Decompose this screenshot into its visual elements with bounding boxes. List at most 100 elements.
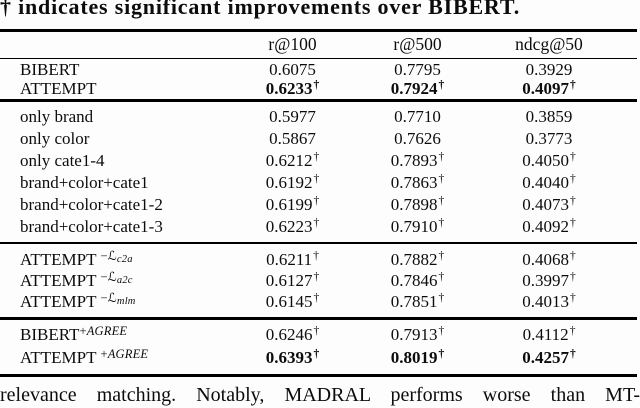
metric-value-cell: 0.4097† (480, 79, 618, 99)
metric-value-cell: 0.6192† (230, 173, 355, 193)
significance-dagger: † (313, 78, 320, 91)
metric-value: 0.7626 (394, 128, 441, 148)
metric-value-cell: 0.6199† (230, 195, 355, 215)
row-label: brand+color+cate1-2 (20, 194, 163, 214)
metric-value-cell: 0.4040† (480, 173, 618, 193)
significance-dagger: † (313, 270, 320, 283)
metric-value-cell: 0.7851† (355, 292, 480, 312)
metric-value-cell: 0.4050† (480, 151, 618, 171)
metric-value-cell: 0.6127† (230, 271, 355, 291)
metric-value-cell: 0.7924† (355, 79, 480, 99)
metric-value: 0.7710 (394, 106, 441, 126)
significance-dagger: † (438, 216, 445, 229)
significance-dagger: † (570, 150, 576, 163)
metric-value-cell: 0.3997† (480, 271, 618, 291)
metric-value-cell: 0.7910† (355, 217, 480, 237)
metric-value-cell: 0.4013† (480, 292, 618, 312)
metric-value-cell: 0.7710 (355, 107, 480, 127)
table-section: only brand 0.5977 0.7710 0.3859 only color 0.… (0, 102, 640, 242)
metric-value: 0.7910 (390, 216, 438, 236)
metric-value: 0.7913 (390, 325, 438, 344)
metric-value: 0.4097 (522, 78, 569, 98)
metric-value-cell: 0.3773 (480, 129, 618, 149)
metric-value: 0.3997 (522, 270, 569, 290)
metric-value-cell: 0.5867 (230, 129, 355, 149)
metric-value-cell: 0.3929 (480, 60, 618, 80)
metric-value-cell: 0.6212† (230, 151, 355, 171)
significance-dagger: † (438, 172, 445, 185)
significance-dagger: † (313, 150, 320, 163)
metric-value: 0.6075 (269, 59, 316, 79)
significance-dagger: † (438, 270, 445, 283)
table-section: ATTEMPT −ℒc2a 0.6211† 0.7882† 0.4068† ATTEMP… (0, 244, 640, 317)
metric-value: 0.8019 (390, 348, 438, 367)
metric-value-cell: 0.6223† (230, 217, 355, 237)
column-header-r500: r@500 (393, 34, 442, 54)
table-row: brand+color+cate1-3 0.6223† 0.7910† 0.4092† (0, 216, 640, 238)
superscript-part: mlm (116, 295, 136, 307)
superscript-part: − (100, 290, 108, 305)
table-row: ATTEMPT +AGREE 0.6393† 0.8019† 0.4257† (0, 347, 640, 370)
metric-value-cell: 0.4112† (480, 325, 618, 345)
metric-value: 0.6199 (265, 194, 313, 214)
significance-dagger: † (438, 348, 445, 360)
metric-value-cell: 0.4092† (480, 217, 618, 237)
metric-value: 0.6192 (265, 172, 313, 192)
significance-dagger: † (570, 291, 576, 304)
section-separator-rule (0, 317, 637, 320)
metric-value: 0.6145 (265, 291, 313, 311)
significance-dagger: † (313, 172, 320, 185)
significance-dagger: † (313, 325, 320, 337)
significance-dagger: † (313, 348, 320, 360)
metric-value: 0.6212 (265, 150, 313, 170)
metric-value: 0.3929 (525, 59, 573, 79)
metric-value-cell: 0.4068† (480, 250, 618, 270)
superscript-part: + (100, 347, 108, 361)
metric-value-cell: 0.7846† (355, 271, 480, 291)
superscript-part: − (100, 248, 108, 263)
table-caption-text: † indicates significant improvements ove… (0, 0, 520, 19)
table-section: BIBERT+AGREE 0.6246† 0.7913† 0.4112† ATTEMPT… (0, 320, 640, 374)
row-label: only brand (20, 106, 94, 126)
metric-value: 0.5977 (269, 106, 316, 126)
metric-value-cell: 0.5977 (230, 107, 355, 127)
row-label: ATTEMPT −ℒmlm (20, 289, 136, 311)
metric-value: 0.6246 (265, 325, 313, 344)
metric-value: 0.4013 (522, 291, 569, 311)
row-label: ATTEMPT −ℒa2c (20, 268, 133, 290)
section-separator-rule (0, 241, 637, 244)
table-row: brand+color+cate1 0.6192† 0.7863† 0.4040† (0, 172, 640, 194)
metric-value: 0.7882 (390, 249, 438, 269)
metric-value: 0.3859 (525, 106, 573, 126)
metric-value: 0.4040 (522, 172, 569, 192)
metric-value: 0.7893 (390, 150, 438, 170)
table-row: ATTEMPT −ℒa2c 0.6127† 0.7846† 0.3997† (0, 268, 640, 291)
section-separator-rule (0, 99, 637, 102)
superscript-part: ℒ (107, 289, 117, 305)
significance-dagger: † (438, 78, 445, 91)
significance-dagger: † (570, 270, 576, 283)
row-label: ATTEMPT +AGREE (20, 347, 149, 367)
metric-value: 0.6127 (265, 270, 313, 290)
superscript-part: AGREE (107, 347, 149, 361)
table-row: BIBERT 0.6075 0.7795 0.3929 (0, 60, 640, 79)
row-label-superscript: +AGREE (100, 347, 148, 361)
significance-dagger: † (438, 325, 445, 337)
metric-value: 0.4257 (522, 348, 569, 367)
table-bottom-rule (0, 373, 637, 377)
table-header-row: r@100 r@500 ndcg@50 (0, 32, 640, 58)
row-label-superscript: −ℒmlm (100, 289, 136, 307)
column-header-ndcg50: ndcg@50 (515, 34, 583, 54)
metric-value: 0.6393 (265, 348, 313, 367)
significance-dagger: † (570, 249, 576, 262)
table-row: only cate1-4 0.6212† 0.7893† 0.4050† (0, 150, 640, 172)
superscript-part: ℒ (107, 268, 117, 284)
row-label-superscript: −ℒc2a (100, 248, 132, 265)
metric-value: 0.3773 (525, 128, 573, 148)
metric-value-cell: 0.7893† (355, 151, 480, 171)
metric-value: 0.7924 (390, 78, 438, 98)
superscript-part: AGREE (86, 324, 128, 338)
metric-value: 0.6233 (265, 78, 313, 98)
significance-dagger: † (570, 78, 576, 91)
metric-value: 0.7795 (394, 59, 441, 79)
